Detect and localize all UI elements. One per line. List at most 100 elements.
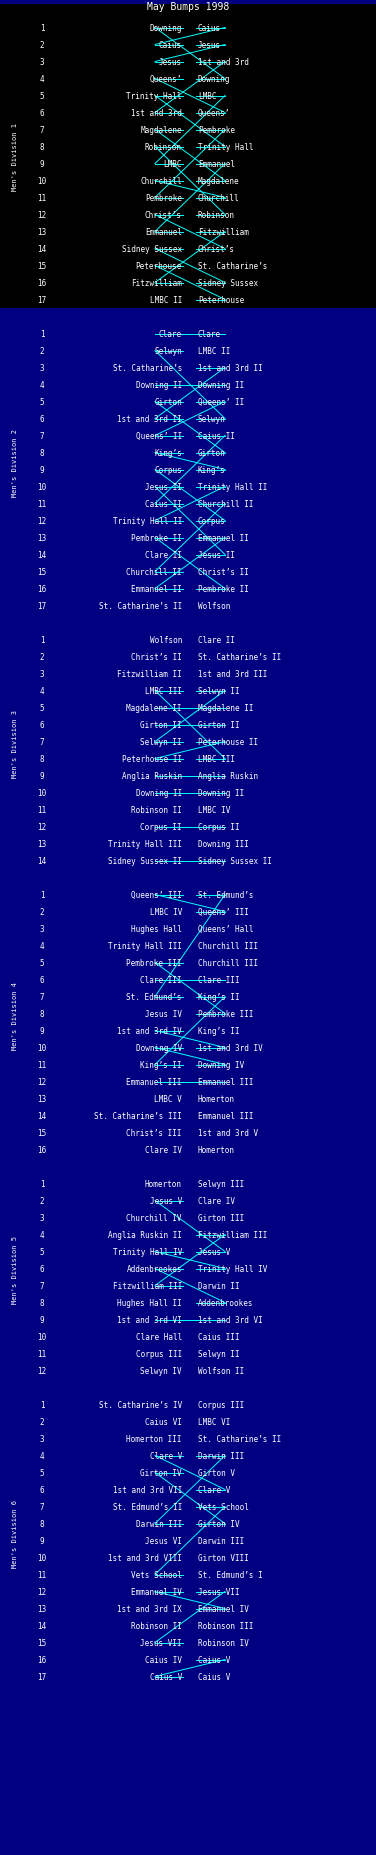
Text: 16: 16	[37, 584, 47, 594]
Text: Anglia Ruskin II: Anglia Ruskin II	[108, 1230, 182, 1239]
Text: Trinity Hall II: Trinity Hall II	[113, 518, 182, 525]
Text: Queens’: Queens’	[198, 109, 230, 119]
Text: 16: 16	[37, 278, 47, 288]
Text: Jesus VII: Jesus VII	[198, 1588, 240, 1595]
Text: King’s II: King’s II	[140, 1061, 182, 1070]
Text: Jesus V: Jesus V	[150, 1196, 182, 1206]
Text: LMBC II: LMBC II	[150, 295, 182, 304]
Text: Trinity Hall: Trinity Hall	[126, 93, 182, 100]
Text: Pembroke II: Pembroke II	[131, 534, 182, 544]
Text: 1st and 3rd VI: 1st and 3rd VI	[198, 1315, 263, 1324]
Text: 5: 5	[40, 397, 44, 406]
Text: 12: 12	[37, 211, 47, 221]
Text: Addenbrookes: Addenbrookes	[126, 1265, 182, 1273]
Text: Downing IV: Downing IV	[198, 1061, 244, 1070]
Text: 7: 7	[40, 432, 44, 441]
Text: Christ’s: Christ’s	[145, 211, 182, 221]
Text: LMBC VI: LMBC VI	[198, 1417, 230, 1426]
Text: LMBC II: LMBC II	[198, 347, 230, 356]
Text: Sidney Sussex: Sidney Sussex	[198, 278, 258, 288]
Text: 3: 3	[40, 1434, 44, 1443]
Text: Clare II: Clare II	[145, 551, 182, 560]
Text: LMBC IV: LMBC IV	[150, 907, 182, 916]
Text: Selwyn II: Selwyn II	[198, 1349, 240, 1358]
Text: LMBC: LMBC	[198, 93, 217, 100]
Text: Men's Division 1: Men's Division 1	[12, 122, 18, 191]
Text: 1: 1	[40, 1401, 44, 1410]
Text: Darwin III: Darwin III	[198, 1536, 244, 1545]
Text: LMBC III: LMBC III	[198, 755, 235, 764]
Text: Addenbrookes: Addenbrookes	[198, 1298, 253, 1308]
Text: 4: 4	[40, 380, 44, 390]
Text: Churchill: Churchill	[198, 195, 240, 202]
Text: Churchill: Churchill	[140, 176, 182, 186]
Text: 2: 2	[40, 41, 44, 50]
Bar	[0, 872, 30, 1158]
Text: St. Edmund’s I: St. Edmund’s I	[198, 1569, 263, 1579]
Text: Queens’ III: Queens’ III	[198, 907, 249, 916]
Text: Emmanuel III: Emmanuel III	[198, 1111, 253, 1120]
Text: Wolfson: Wolfson	[198, 601, 230, 610]
Text: Men's Division 4: Men's Division 4	[12, 981, 18, 1048]
Text: 4: 4	[40, 74, 44, 83]
Text: Corpus II: Corpus II	[198, 822, 240, 831]
Text: 3: 3	[40, 1213, 44, 1222]
Text: Pembroke: Pembroke	[198, 126, 235, 135]
Bar	[0, 312, 30, 614]
Text: 15: 15	[37, 1638, 47, 1647]
Text: Homerton III: Homerton III	[126, 1434, 182, 1443]
Text: 9: 9	[40, 1026, 44, 1035]
Text: Jesus: Jesus	[159, 58, 182, 67]
Bar	[0, 616, 30, 870]
Bar	[30, 312, 376, 614]
Text: Downing: Downing	[150, 24, 182, 33]
Text: Fitzwilliam: Fitzwilliam	[198, 228, 249, 237]
Text: Sidney Sussex II: Sidney Sussex II	[198, 857, 272, 866]
Text: 7: 7	[40, 1503, 44, 1512]
Text: 1st and 3rd V: 1st and 3rd V	[198, 1128, 258, 1137]
Text: Homerton: Homerton	[198, 1145, 235, 1154]
Text: Clare: Clare	[159, 330, 182, 339]
Text: St. Catharine’s II: St. Catharine’s II	[198, 1434, 281, 1443]
Text: 2: 2	[40, 347, 44, 356]
Text: 10: 10	[37, 176, 47, 186]
Text: Girton: Girton	[154, 397, 182, 406]
Text: 13: 13	[37, 840, 47, 848]
Text: 14: 14	[37, 245, 47, 254]
Text: Girton: Girton	[198, 449, 226, 458]
Text: Magdalene: Magdalene	[198, 176, 240, 186]
Text: 11: 11	[37, 499, 47, 508]
Bar	[30, 6, 376, 308]
Text: Caius: Caius	[159, 41, 182, 50]
Text: May Bumps 1998: May Bumps 1998	[147, 2, 229, 11]
Text: 12: 12	[37, 1078, 47, 1087]
Text: St. Catharine’s III: St. Catharine’s III	[94, 1111, 182, 1120]
Text: Men's Division 3: Men's Division 3	[12, 709, 18, 777]
Text: 11: 11	[37, 1569, 47, 1579]
Text: 1st and 3rd IV: 1st and 3rd IV	[198, 1043, 263, 1052]
Text: Jesus II: Jesus II	[145, 482, 182, 492]
Text: Christ’s: Christ’s	[198, 245, 235, 254]
Text: 9: 9	[40, 1315, 44, 1324]
Text: 7: 7	[40, 738, 44, 746]
Text: Clare V: Clare V	[198, 1486, 230, 1493]
Text: St. Catharine’s: St. Catharine’s	[113, 364, 182, 373]
Text: 11: 11	[37, 805, 47, 814]
Text: 1st and 3rd III: 1st and 3rd III	[198, 670, 267, 679]
Text: 1: 1	[40, 24, 44, 33]
Text: Magdalene II: Magdalene II	[198, 703, 253, 712]
Text: Corpus: Corpus	[154, 466, 182, 475]
Bar	[0, 6, 30, 308]
Text: Fitzwilliam III: Fitzwilliam III	[113, 1282, 182, 1291]
Text: Churchill III: Churchill III	[198, 959, 258, 968]
Text: 5: 5	[40, 93, 44, 100]
Text: 6: 6	[40, 1486, 44, 1493]
Text: 9: 9	[40, 1536, 44, 1545]
Text: 6: 6	[40, 976, 44, 985]
Text: Robinson II: Robinson II	[131, 1621, 182, 1631]
Text: 7: 7	[40, 1282, 44, 1291]
Text: Christ’s II: Christ’s II	[198, 568, 249, 577]
Text: Wolfson: Wolfson	[150, 636, 182, 646]
Text: Clare II: Clare II	[198, 636, 235, 646]
Bar	[30, 872, 376, 1158]
